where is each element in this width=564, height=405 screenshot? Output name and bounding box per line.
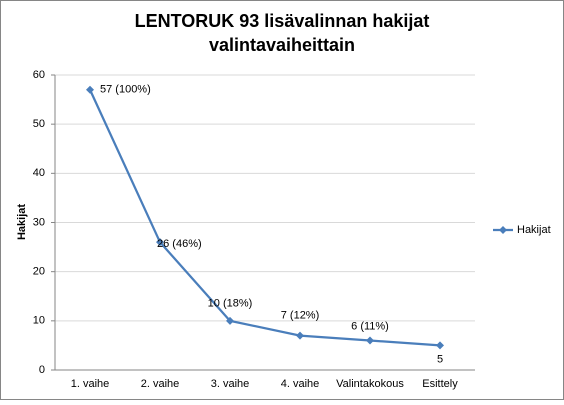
legend-marker	[499, 226, 507, 234]
data-label: 10 (18%)	[208, 298, 253, 310]
y-tick-label: 40	[33, 167, 45, 179]
legend-label: Hakijat	[517, 224, 551, 236]
data-label: 6 (11%)	[351, 320, 389, 332]
y-tick-label: 50	[33, 118, 45, 130]
marker	[226, 316, 234, 325]
data-label: 57 (100%)	[100, 84, 151, 96]
y-tick-label: 20	[33, 266, 45, 278]
y-tick-label: 10	[33, 315, 45, 327]
marker	[86, 85, 94, 94]
marker	[296, 331, 304, 340]
data-label: 26 (46%)	[157, 238, 202, 250]
x-tick-label: 3. vaihe	[211, 378, 250, 390]
x-tick-label: Esittely	[422, 378, 458, 390]
x-tick-label: 1. vaihe	[71, 378, 110, 390]
y-tick-label: 0	[39, 364, 45, 376]
data-label: 7 (12%)	[281, 309, 320, 321]
y-tick-label: 30	[33, 216, 45, 228]
x-tick-label: Valintakokous	[336, 378, 404, 390]
x-tick-label: 2. vaihe	[141, 378, 180, 390]
y-tick-label: 60	[33, 69, 45, 81]
chart-title: valintavaiheittain	[209, 35, 355, 55]
data-label: 5	[437, 353, 443, 365]
y-axis-label: Hakijat	[16, 204, 28, 240]
series-line	[88, 89, 441, 347]
chart-title: LENTORUK 93 lisävalinnan hakijat	[135, 11, 430, 31]
marker	[436, 341, 444, 350]
marker	[156, 238, 164, 247]
x-tick-label: 4. vaihe	[281, 378, 320, 390]
marker	[366, 336, 374, 345]
